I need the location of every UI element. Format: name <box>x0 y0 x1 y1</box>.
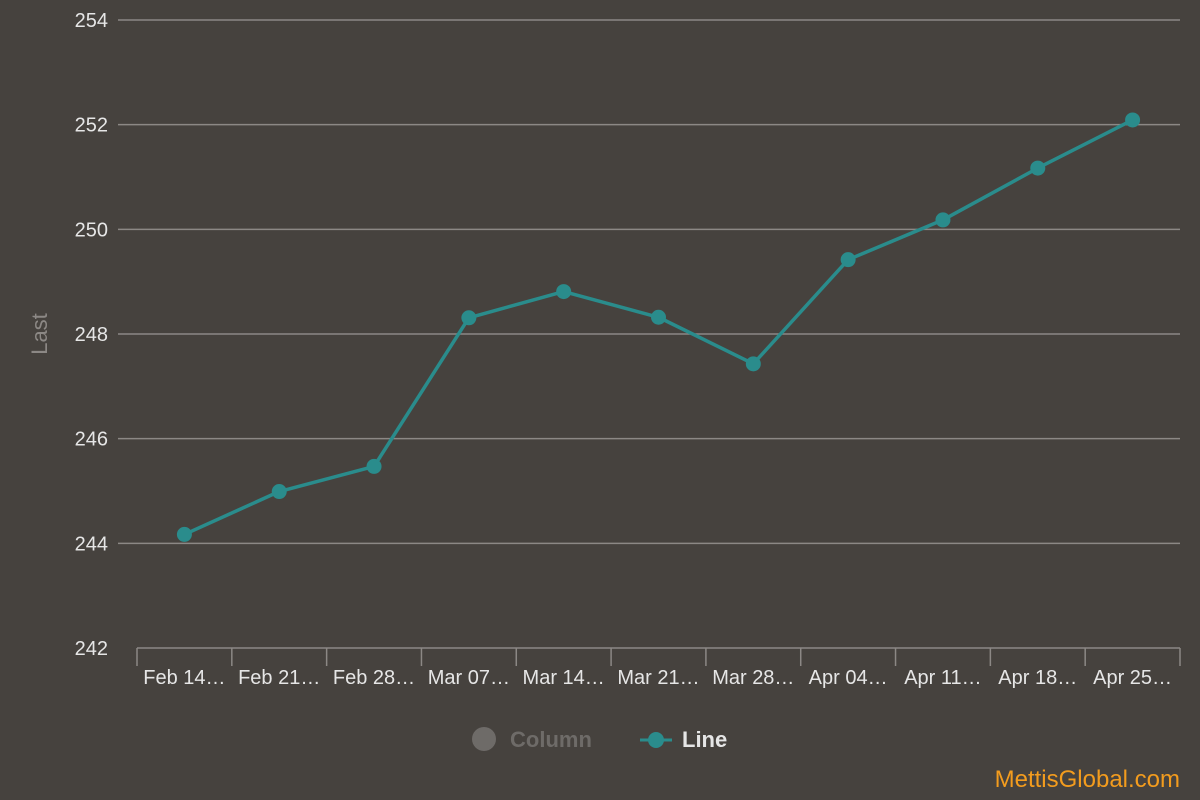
legend-label-line: Line <box>682 727 727 752</box>
x-tick-label: Feb 28… <box>333 667 415 689</box>
legend-item-line[interactable]: Line <box>640 727 727 752</box>
legend-item-column[interactable]: Column <box>472 727 592 752</box>
x-tick-label: Apr 04… <box>809 667 888 689</box>
legend: Column Line <box>472 727 727 752</box>
y-tick-label: 254 <box>75 10 108 32</box>
data-point[interactable] <box>651 309 666 325</box>
data-point[interactable] <box>1030 160 1046 176</box>
watermark[interactable]: MettisGlobal.com <box>994 766 1180 793</box>
y-tick-label: 250 <box>75 219 108 241</box>
data-point[interactable] <box>935 212 951 228</box>
x-tick-label: Apr 11… <box>904 667 981 689</box>
x-tick-label: Mar 14… <box>523 667 605 689</box>
series-line-path[interactable] <box>183 118 1134 537</box>
y-axis-title: Last <box>27 313 52 355</box>
data-point[interactable] <box>840 252 856 268</box>
x-tick-label: Mar 07… <box>428 667 510 689</box>
series-line[interactable] <box>176 112 1141 542</box>
x-tick-label: Apr 18… <box>998 667 1077 689</box>
data-point[interactable] <box>176 526 192 542</box>
x-tick-label: Apr 25… <box>1093 667 1172 689</box>
data-point[interactable] <box>556 284 572 300</box>
y-tick-label: 244 <box>75 533 108 555</box>
legend-marker-column <box>472 727 496 751</box>
y-tick-label: 246 <box>75 429 108 451</box>
x-tick-label: Mar 21… <box>617 667 699 689</box>
data-point[interactable] <box>745 356 761 372</box>
data-point[interactable] <box>271 484 287 500</box>
x-tick-label: Feb 21… <box>238 667 320 689</box>
y-tick-label: 248 <box>75 324 108 346</box>
legend-label-column: Column <box>510 727 592 752</box>
y-tick-label: 242 <box>75 638 108 660</box>
data-point[interactable] <box>1125 112 1141 128</box>
data-point[interactable] <box>461 310 477 326</box>
x-tick-label: Feb 14… <box>143 667 225 689</box>
legend-marker-dot <box>648 732 664 748</box>
x-tick-label: Mar 28… <box>712 667 794 689</box>
data-point[interactable] <box>366 458 382 474</box>
x-axis: Feb 14… Feb 21… Feb 28… Mar 07… Mar 14… Mar 2… <box>136 647 1181 689</box>
y-axis-ticks: 242 244 246 248 250 252 254 <box>75 10 108 660</box>
y-tick-label: 252 <box>75 115 108 137</box>
grid-lines <box>118 19 1180 545</box>
